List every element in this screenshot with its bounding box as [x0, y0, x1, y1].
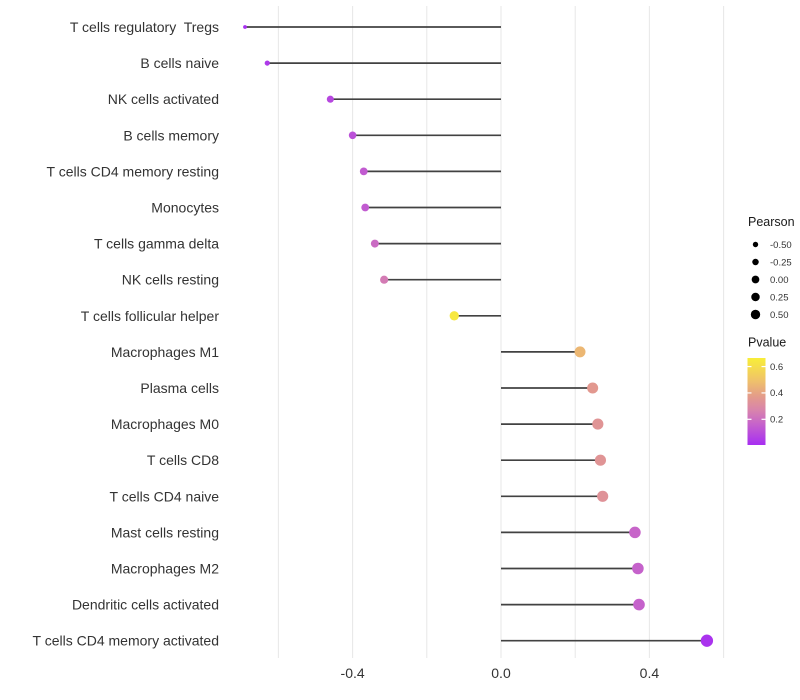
lollipop-row: Macrophages M2 [111, 561, 644, 577]
pearson-legend-dot [752, 241, 759, 248]
y-axis-label: T cells CD4 memory activated [33, 633, 219, 649]
lollipop-dot [633, 598, 645, 611]
y-axis-label: B cells naive [140, 55, 219, 71]
lollipop-row: Macrophages M1 [111, 344, 586, 360]
pearson-legend-label: 0.00 [770, 275, 789, 286]
lollipop-row: Plasma cells [140, 380, 599, 396]
lollipop-dot [348, 131, 357, 140]
lollipop-dot [243, 25, 247, 29]
lollipop-dot [326, 95, 334, 103]
lollipop-dot [361, 203, 370, 212]
y-axis-label: Plasma cells [140, 380, 219, 396]
lollipop-dot [632, 562, 644, 575]
y-axis-label: Dendritic cells activated [72, 597, 219, 613]
pearson-legend-title: Pearson [748, 215, 795, 229]
lollipop-dot [380, 275, 389, 284]
y-axis-label: T cells CD8 [147, 452, 219, 468]
lollipop-dot [359, 167, 368, 176]
y-axis-label: NK cells activated [108, 91, 219, 107]
pearson-legend-label: -0.25 [770, 257, 792, 268]
y-axis-label: T cells regulatory Tregs [70, 19, 219, 35]
lollipop-dot [264, 60, 270, 66]
lollipop-row: T cells follicular helper [81, 308, 501, 324]
pearson-legend-dot [752, 258, 759, 266]
y-axis-label: NK cells resting [122, 272, 219, 288]
lollipop-row: NK cells resting [122, 272, 501, 288]
y-axis-label: Macrophages M1 [111, 344, 219, 360]
y-axis-label: T cells gamma delta [94, 236, 219, 252]
pvalue-colorbar [747, 358, 766, 445]
lollipop-row: NK cells activated [108, 91, 501, 107]
y-axis-label: T cells CD4 naive [110, 488, 220, 504]
pearson-legend-dot [751, 292, 760, 302]
lollipop-dot [629, 526, 641, 539]
y-axis-label: Monocytes [151, 200, 219, 216]
y-axis-label: Macrophages M2 [111, 561, 219, 577]
lollipop-row: T cells CD4 memory activated [33, 633, 714, 649]
pearson-legend-label: 0.50 [770, 310, 789, 321]
lollipop-row: T cells CD8 [147, 452, 607, 468]
pearson-legend-dot [750, 309, 761, 320]
y-axis-label: T cells follicular helper [81, 308, 220, 324]
lollipop-dot [574, 346, 586, 358]
lollipop-row: B cells naive [140, 55, 501, 71]
lollipop-row: T cells gamma delta [94, 236, 501, 252]
x-axis-tick-label: -0.4 [341, 665, 365, 681]
pvalue-legend-label: 0.2 [770, 415, 783, 426]
y-axis-label: Macrophages M0 [111, 416, 219, 432]
pearson-legend-label: 0.25 [770, 292, 789, 303]
pvalue-legend-label: 0.4 [770, 388, 783, 399]
pearson-legend-dot [751, 275, 760, 284]
pearson-legend-label: -0.50 [770, 240, 792, 251]
lollipop-row: T cells CD4 naive [110, 488, 609, 504]
y-axis-label: T cells CD4 memory resting [47, 163, 219, 179]
pvalue-legend-title: Pvalue [748, 336, 786, 350]
x-axis-tick-label: 0.0 [491, 665, 511, 681]
lollipop-row: T cells regulatory Tregs [70, 19, 501, 35]
lollipop-dot [449, 311, 459, 321]
lollipop-dot [592, 418, 604, 430]
y-axis-label: Mast cells resting [111, 524, 219, 540]
y-axis-label: B cells memory [123, 127, 219, 143]
lollipop-dot [597, 490, 609, 502]
lollipop-dot [594, 454, 607, 466]
lollipop-row: Macrophages M0 [111, 416, 604, 432]
x-axis-tick-label: 0.4 [640, 665, 660, 681]
lollipop-row: B cells memory [123, 127, 501, 143]
lollipop-row: Mast cells resting [111, 524, 641, 540]
lollipop-dot [370, 239, 379, 248]
lollipop-row: Monocytes [151, 200, 501, 216]
lollipop-row: T cells CD4 memory resting [47, 163, 501, 179]
lollipop-row: Dendritic cells activated [72, 597, 645, 613]
lollipop-dot [700, 634, 714, 647]
lollipop-dot [587, 382, 599, 394]
pvalue-legend-label: 0.6 [770, 362, 783, 373]
